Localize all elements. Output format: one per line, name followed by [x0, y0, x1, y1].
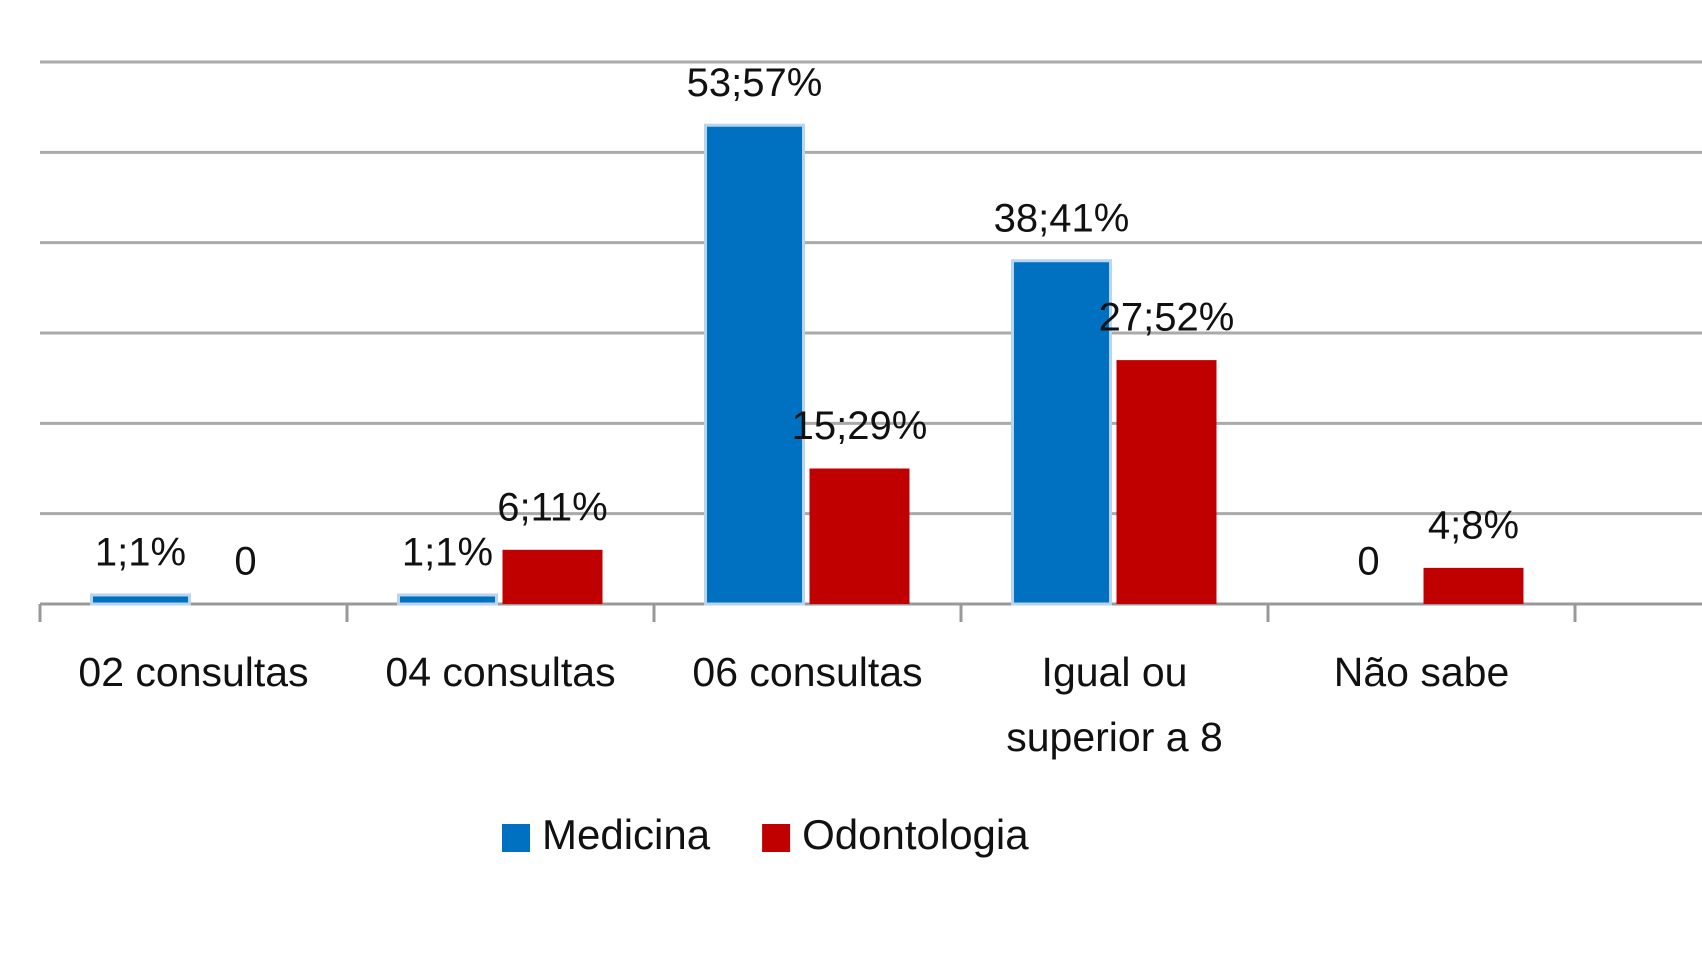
legend-swatch: [502, 824, 530, 852]
data-label: 4;8%: [1428, 503, 1519, 547]
data-label: 27;52%: [1099, 296, 1235, 340]
data-label: 1;1%: [402, 531, 493, 575]
x-tick-label: Igual ou superior a 8: [1006, 649, 1223, 760]
data-label: 0: [234, 540, 256, 584]
legend-swatch: [762, 824, 791, 852]
bar: [502, 549, 603, 604]
bar: [397, 593, 498, 606]
x-tick-label: Não sabe: [1333, 649, 1510, 695]
bar: [1116, 360, 1217, 604]
x-tick-label: 02 consultas: [78, 649, 309, 695]
data-label: 15;29%: [792, 404, 928, 448]
legend-label: Odontologia: [802, 811, 1029, 858]
bar: [1011, 259, 1112, 606]
x-tick-label: 04 consultas: [385, 649, 616, 695]
data-label: 6;11%: [497, 485, 607, 529]
data-label: 1;1%: [95, 531, 186, 575]
bar: [90, 593, 191, 606]
data-label: 53;57%: [687, 61, 823, 105]
x-tick-label: 06 consultas: [692, 649, 923, 695]
bar: [1423, 567, 1524, 604]
data-label: 38;41%: [994, 196, 1130, 240]
bar: [809, 468, 910, 604]
bar: [704, 123, 805, 606]
data-label: 0: [1357, 540, 1379, 584]
legend-label: Medicina: [542, 811, 711, 858]
